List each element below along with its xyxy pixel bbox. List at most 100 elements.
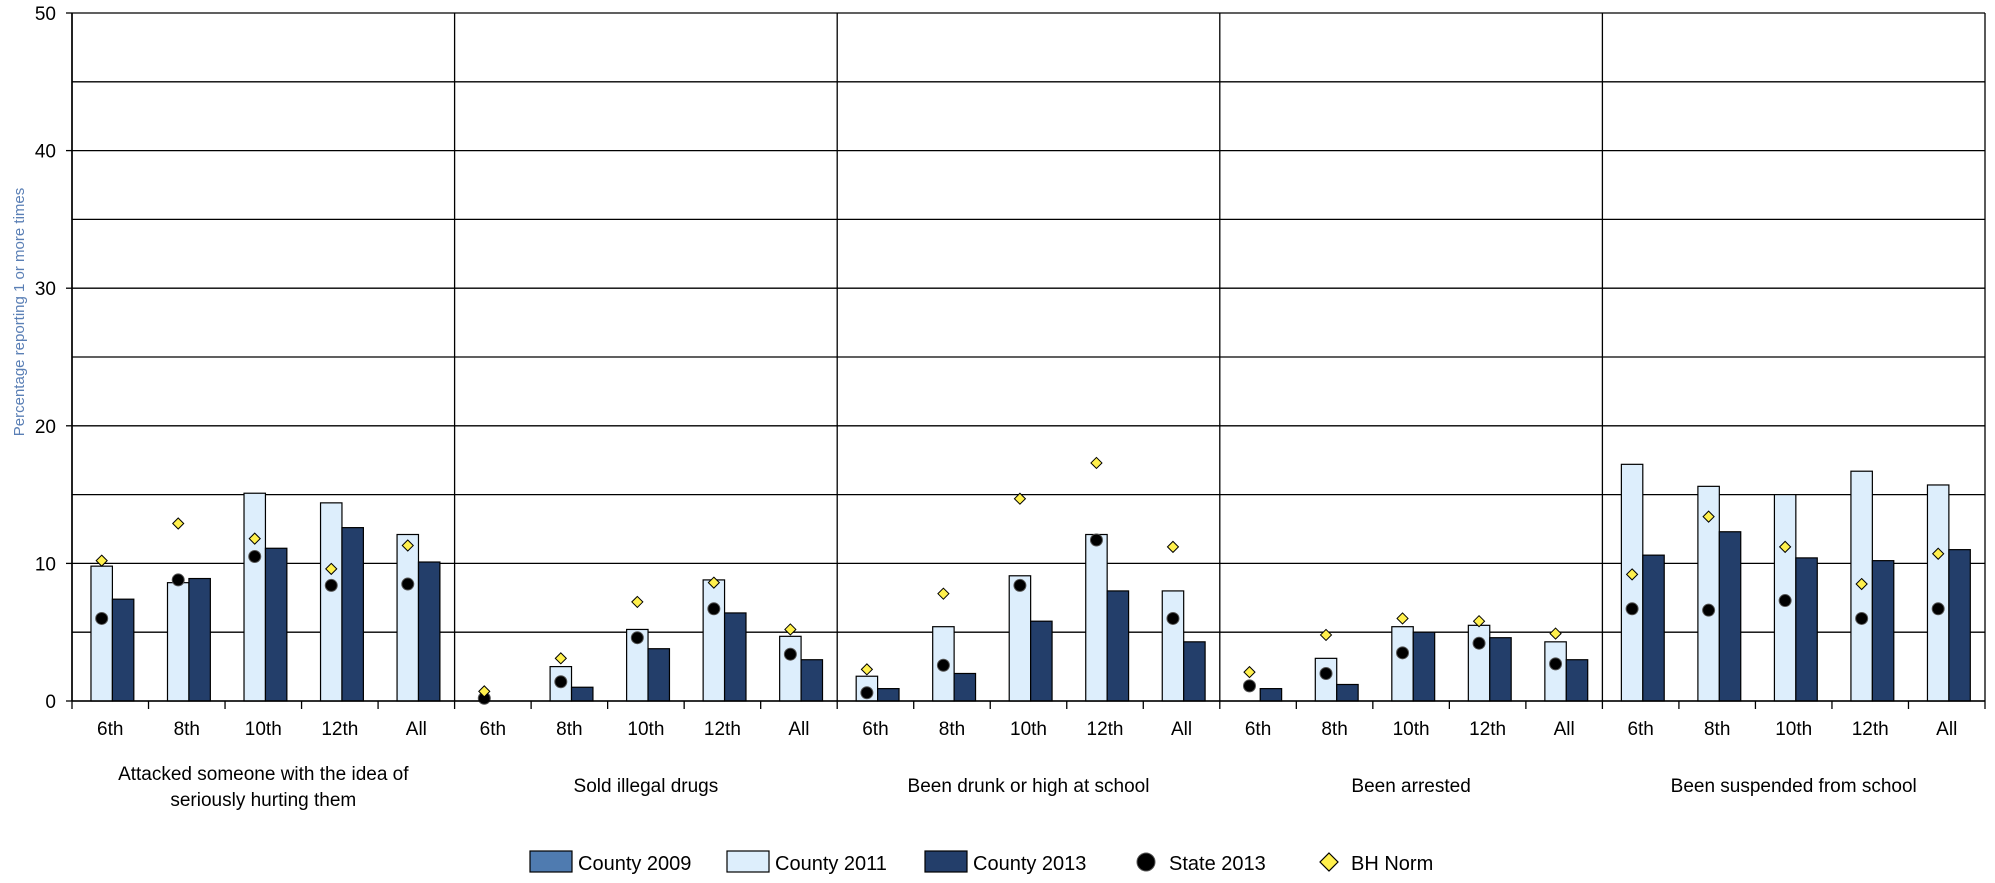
group-label: Attacked someone with the idea of <box>118 764 409 785</box>
y-tick-label: 10 <box>35 554 56 575</box>
marker-bh-norm <box>860 663 874 676</box>
bar-county-2013 <box>111 598 135 702</box>
y-tick-label: 30 <box>35 279 56 300</box>
legend-label-bh-norm: BH Norm <box>1351 853 1433 875</box>
bar-county-2011 <box>1161 590 1185 702</box>
y-tick-label: 40 <box>35 142 56 163</box>
bar-county-2013 <box>1871 560 1895 702</box>
bars-layer <box>90 463 1971 702</box>
bar-county-2011 <box>1926 484 1950 702</box>
bar-county-2011 <box>319 502 343 702</box>
x-tick-label: 8th <box>939 719 965 740</box>
group-label: Been suspended from school <box>1671 776 1917 797</box>
marker-state-2013 <box>1702 603 1716 617</box>
bar-county-2013 <box>341 527 364 702</box>
group-label: seriously hurting them <box>170 790 356 811</box>
bar-county-2013 <box>1795 557 1818 702</box>
bar-county-2011 <box>1620 463 1644 702</box>
marker-state-2013 <box>1319 666 1333 680</box>
legend-label-county-2011: County 2011 <box>775 853 887 875</box>
legend-swatch-county-2013 <box>924 850 968 873</box>
marker-bh-norm <box>1396 612 1409 625</box>
marker-bh-norm <box>631 595 644 609</box>
x-tick-label: All <box>406 719 427 740</box>
legend-label-county-2009: County 2009 <box>578 853 691 875</box>
marker-bh-norm <box>1472 614 1486 628</box>
bar-county-2011 <box>1467 624 1491 702</box>
marker-state-2013 <box>860 686 874 700</box>
legend-swatch-county-2009 <box>529 850 573 873</box>
bar-county-2013 <box>1642 554 1665 702</box>
x-tick-label: 8th <box>1704 719 1730 740</box>
bar-county-2013 <box>1412 631 1436 702</box>
legend-label-state-2013: State 2013 <box>1169 853 1266 875</box>
marker-state-2013 <box>95 611 109 625</box>
bar-county-2011 <box>166 582 190 702</box>
labels-layer: 6th 8th 10th 12th All Attacked someone with t… <box>97 719 1957 811</box>
x-tick-label: 10th <box>1393 719 1430 740</box>
marker-state-2013 <box>783 647 797 661</box>
legend-swatch-state-2013 <box>1136 852 1156 872</box>
marker-bh-norm <box>1090 456 1103 470</box>
x-tick-label: 6th <box>1245 719 1271 740</box>
bar-county-2013 <box>1948 549 1971 702</box>
bar-county-2013 <box>1259 688 1283 702</box>
y-axis-label: Percentage reporting 1 or more times <box>11 188 28 436</box>
bar-county-2013 <box>953 672 977 702</box>
marker-state-2013 <box>1242 679 1256 693</box>
bar-county-2013 <box>1183 641 1206 702</box>
marker-state-2013 <box>1472 636 1486 650</box>
x-tick-label: 8th <box>556 719 582 740</box>
x-tick-label: 12th <box>704 719 741 740</box>
x-tick-label: 12th <box>1469 719 1506 740</box>
y-tick-label: 0 <box>45 692 56 713</box>
bar-county-2011 <box>1544 641 1567 702</box>
y-tick-label: 50 <box>35 4 56 25</box>
marker-bh-norm <box>1702 510 1715 523</box>
bar-county-2011 <box>1391 626 1414 702</box>
x-tick-label: 12th <box>1087 719 1124 740</box>
marker-state-2013 <box>1625 602 1639 616</box>
bar-county-2013 <box>1106 590 1130 702</box>
bar-county-2011 <box>396 533 420 702</box>
group-label: Been arrested <box>1351 776 1470 797</box>
x-tick-label: 10th <box>1775 719 1812 740</box>
marker-state-2013 <box>1013 578 1027 592</box>
x-tick-label: 10th <box>1010 719 1047 740</box>
bar-county-2013 <box>723 612 747 702</box>
legend-swatch-county-2011 <box>726 850 770 873</box>
x-tick-label: 10th <box>245 719 282 740</box>
marker-bh-norm <box>1855 577 1868 591</box>
group-label: Been drunk or high at school <box>908 776 1150 797</box>
marker-bh-norm <box>1319 628 1333 642</box>
marker-state-2013 <box>1855 611 1869 625</box>
bar-county-2013 <box>877 688 900 702</box>
legend-label-county-2013: County 2013 <box>973 853 1086 875</box>
marker-bh-norm <box>1013 492 1027 505</box>
marker-state-2013 <box>171 573 185 587</box>
marker-bh-norm <box>1625 568 1639 581</box>
group-label: Sold illegal drugs <box>574 776 719 797</box>
bar-county-2013 <box>647 648 671 702</box>
x-tick-label: All <box>1554 719 1575 740</box>
marker-bh-norm <box>707 576 721 589</box>
markers-layer <box>95 456 1945 705</box>
bar-county-2013 <box>1489 637 1512 702</box>
marker-bh-norm <box>937 587 950 600</box>
marker-bh-norm <box>1243 665 1256 679</box>
marker-state-2013 <box>1396 646 1410 660</box>
x-tick-label: 6th <box>480 719 506 740</box>
x-tick-label: 12th <box>321 719 358 740</box>
marker-state-2013 <box>936 658 950 672</box>
x-tick-label: All <box>788 719 809 740</box>
bar-county-2013 <box>1565 659 1589 702</box>
marker-state-2013 <box>1166 611 1180 625</box>
x-tick-label: 10th <box>627 719 664 740</box>
marker-bh-norm <box>478 685 491 698</box>
marker-state-2013 <box>630 631 644 645</box>
x-tick-label: 6th <box>862 719 888 740</box>
marker-state-2013 <box>401 577 415 591</box>
marker-state-2013 <box>1778 594 1792 608</box>
x-tick-label: 12th <box>1852 719 1889 740</box>
marker-bh-norm <box>1931 547 1945 560</box>
